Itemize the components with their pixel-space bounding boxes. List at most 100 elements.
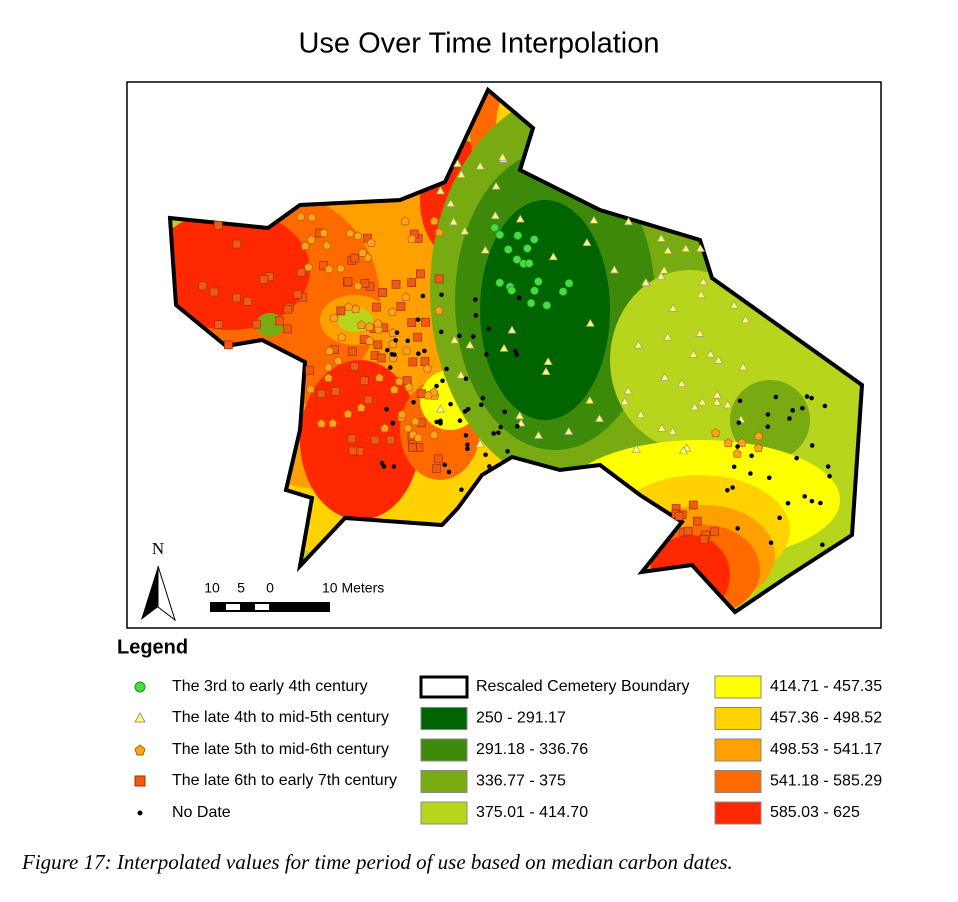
legend-swatch xyxy=(714,675,762,699)
burial-dot xyxy=(465,406,471,412)
burial-dot xyxy=(802,494,808,499)
burial-square xyxy=(213,221,223,230)
burial-square xyxy=(416,269,425,279)
burial-dot xyxy=(773,394,779,400)
burial-triangle xyxy=(589,215,599,224)
burial-circle xyxy=(524,259,534,268)
burial-pentagon xyxy=(387,307,397,316)
burial-triangle xyxy=(490,211,500,220)
burial-dot xyxy=(416,351,421,357)
legend-swatch xyxy=(420,770,468,793)
burial-triangle xyxy=(456,169,466,178)
map-frame xyxy=(126,81,882,629)
burial-square xyxy=(370,435,380,445)
burial-triangle xyxy=(729,300,739,309)
burial-pentagon xyxy=(322,240,332,250)
burial-square xyxy=(359,376,369,386)
burial-circle xyxy=(507,286,517,295)
burial-dot xyxy=(387,365,393,370)
burial-triangle xyxy=(541,366,551,375)
burial-dot xyxy=(787,416,792,421)
burial-triangle xyxy=(585,318,595,327)
burial-pentagon xyxy=(353,231,363,240)
scale-label: 10 Meters xyxy=(322,580,384,596)
burial-circle xyxy=(529,235,539,244)
burial-dot xyxy=(420,293,426,299)
surface-zone xyxy=(300,360,420,520)
title: Use Over Time Interpolation xyxy=(298,28,659,60)
burial-triangle xyxy=(533,430,544,439)
burial-pentagon xyxy=(373,318,383,328)
burial-triangle xyxy=(738,362,748,371)
burial-dot xyxy=(457,418,463,423)
burial-dot xyxy=(384,406,389,412)
burial-square xyxy=(407,318,417,327)
burial-dot xyxy=(809,443,815,448)
burial-circle xyxy=(503,245,513,254)
burial-dot xyxy=(515,423,520,429)
burial-dot xyxy=(483,452,488,458)
burial-square xyxy=(378,288,388,297)
burial-circle xyxy=(495,230,505,240)
burial-triangle xyxy=(564,426,574,435)
legend-label: 291.18 - 336.76 xyxy=(476,741,588,758)
burial-dot xyxy=(440,378,445,384)
burial-triangle xyxy=(690,402,700,411)
burial-triangle xyxy=(705,349,716,358)
burial-dot xyxy=(809,498,815,504)
burial-dot xyxy=(459,487,464,493)
burial-pentagon xyxy=(403,423,413,433)
burial-triangle xyxy=(507,325,517,334)
burial-circle xyxy=(558,287,568,296)
burial-circle xyxy=(526,298,536,308)
burial-triangle xyxy=(480,245,490,254)
burial-triangle xyxy=(695,328,705,337)
legend-swatch xyxy=(714,770,762,793)
burial-dot xyxy=(439,292,444,298)
burial-pentagon xyxy=(401,292,411,301)
burial-dot xyxy=(491,431,496,436)
burial-dot xyxy=(465,442,470,447)
burial-triangle xyxy=(623,217,634,226)
burial-square xyxy=(274,316,284,326)
legend-label: 375.01 - 414.70 xyxy=(476,804,588,821)
burial-pentagon xyxy=(353,281,363,291)
burial-dot xyxy=(394,330,400,335)
legend-label: The late 5th to mid-6th century xyxy=(172,741,389,758)
burial-pentagon xyxy=(306,234,316,244)
burial-triangle xyxy=(475,439,485,448)
surface-zone xyxy=(730,380,810,460)
burial-pentagon xyxy=(306,384,315,394)
burial-triangle xyxy=(465,340,475,349)
burial-dot xyxy=(385,347,390,353)
burial-dot xyxy=(438,418,443,424)
burial-pentagon xyxy=(389,384,399,394)
legend-swatch xyxy=(714,738,762,762)
burial-triangle xyxy=(452,159,463,168)
burial-dot xyxy=(473,297,478,302)
burial-triangle xyxy=(515,411,525,420)
burial-square xyxy=(363,395,373,405)
burial-dot xyxy=(463,433,469,438)
burial-pentagon xyxy=(754,443,763,452)
burial-square xyxy=(209,287,219,297)
burial-pentagon xyxy=(323,362,333,372)
burial-pentagon xyxy=(336,263,346,273)
burial-square xyxy=(433,454,443,464)
burial-dot xyxy=(434,419,439,425)
legend-markers xyxy=(134,681,146,816)
burial-dot xyxy=(473,313,479,318)
burial-square xyxy=(413,332,422,342)
burial-triangle xyxy=(656,233,666,242)
burial-triangle xyxy=(688,349,699,358)
burial-square xyxy=(421,317,430,327)
burial-pentagon xyxy=(344,302,354,311)
burial-triangle xyxy=(585,395,595,404)
burial-square xyxy=(360,278,370,288)
burial-triangle xyxy=(449,335,460,344)
burial-dot xyxy=(735,526,740,531)
burial-dot xyxy=(809,395,814,401)
burial-dot xyxy=(496,430,501,436)
burial-triangle xyxy=(620,396,630,406)
boundary-swatch xyxy=(419,675,469,699)
